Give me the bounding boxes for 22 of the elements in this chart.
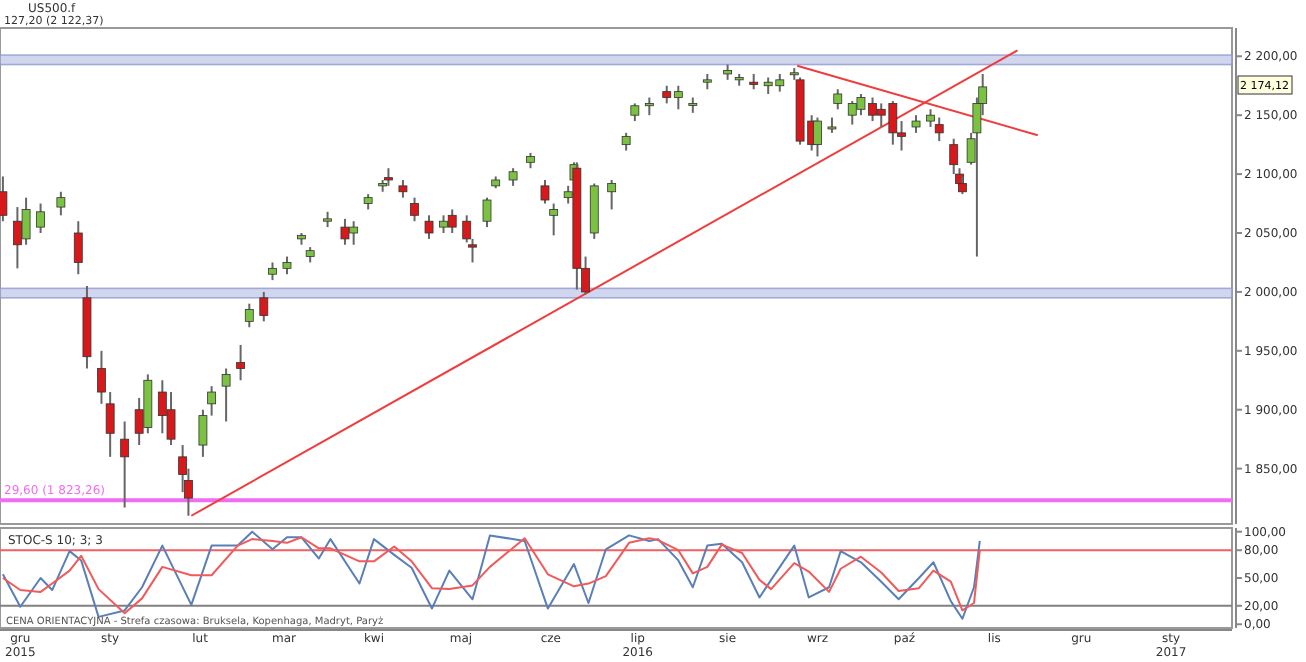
candlestick [833, 88, 843, 111]
candlestick [244, 302, 254, 329]
candlestick [410, 196, 419, 223]
candlestick [36, 202, 45, 234]
candlestick [482, 196, 492, 229]
candlestick [120, 420, 130, 509]
candlestick [949, 137, 959, 176]
candlestick [589, 182, 599, 240]
candlestick [73, 220, 83, 276]
candlestick [934, 116, 944, 143]
candlestick [447, 208, 457, 234]
candlestick [813, 116, 822, 158]
candlestick [259, 290, 269, 323]
candlestick [0, 175, 8, 223]
candlestick [607, 178, 617, 211]
candlestick [549, 202, 559, 237]
candlestick [340, 217, 350, 246]
candlestick [56, 190, 66, 217]
candlestick [540, 178, 550, 205]
candlestick [221, 367, 231, 423]
candlestick [424, 214, 434, 240]
candlestick [236, 343, 245, 382]
